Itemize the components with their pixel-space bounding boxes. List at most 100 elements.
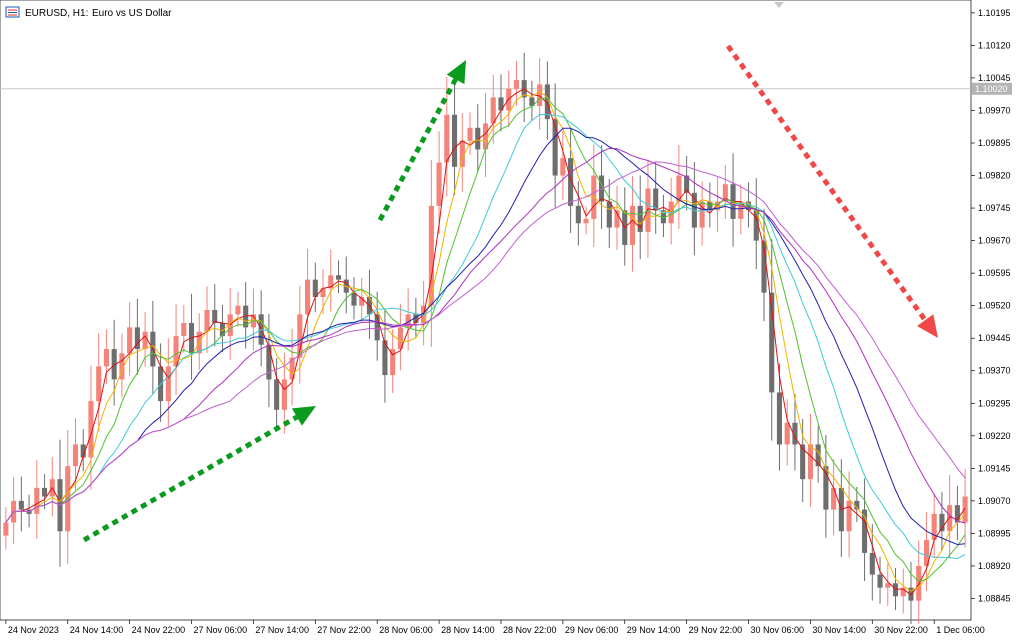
candle[interactable] — [591, 144, 597, 248]
candle[interactable] — [335, 260, 342, 294]
candle[interactable] — [776, 363, 783, 471]
candle[interactable] — [544, 61, 550, 140]
candle[interactable] — [660, 194, 666, 238]
candle[interactable] — [212, 284, 218, 347]
time-tick-label: 24 Nov 2023 — [8, 625, 59, 635]
candle[interactable] — [575, 181, 581, 246]
moving-average-line — [5, 161, 966, 523]
candle[interactable] — [513, 60, 519, 106]
candle[interactable] — [629, 176, 636, 272]
candle[interactable] — [134, 298, 140, 376]
candle[interactable] — [18, 476, 24, 532]
candle[interactable] — [846, 471, 852, 558]
price-tick-label: 1.09745 — [978, 203, 1011, 213]
candle[interactable] — [72, 418, 79, 490]
time-tick-label: 27 Nov 06:00 — [194, 625, 248, 635]
candle[interactable] — [204, 286, 210, 353]
candle[interactable] — [684, 156, 690, 211]
candle[interactable] — [606, 178, 612, 248]
candle[interactable] — [900, 568, 906, 614]
candle[interactable] — [266, 313, 272, 408]
candle[interactable] — [374, 291, 380, 361]
candle[interactable] — [351, 277, 357, 320]
candle[interactable] — [103, 329, 109, 384]
candle[interactable] — [722, 164, 728, 220]
candle[interactable] — [165, 338, 171, 427]
candle[interactable] — [88, 365, 94, 490]
candle[interactable] — [869, 524, 875, 601]
candle[interactable] — [637, 175, 643, 260]
candle[interactable] — [397, 303, 403, 371]
candle[interactable] — [80, 429, 86, 472]
candle[interactable] — [699, 181, 705, 246]
candle[interactable] — [219, 305, 226, 353]
candle[interactable] — [119, 333, 125, 398]
candle[interactable] — [931, 493, 937, 558]
candle[interactable] — [691, 162, 697, 256]
candle[interactable] — [753, 178, 759, 270]
candlestick-series[interactable] — [3, 52, 968, 624]
candle[interactable] — [583, 206, 589, 235]
candle[interactable] — [181, 305, 187, 353]
chart-description: Euro vs US Dollar — [92, 8, 172, 19]
candle[interactable] — [653, 162, 659, 234]
price-axis[interactable]: 1.10195 1.10120 1.10045 1.09970 1.09895 1.098… — [971, 8, 1012, 604]
candle[interactable] — [305, 248, 311, 343]
candle[interactable] — [614, 185, 620, 250]
candle[interactable] — [862, 478, 868, 582]
candle[interactable] — [815, 426, 821, 483]
candle[interactable] — [954, 485, 960, 541]
candle[interactable] — [413, 297, 419, 338]
candle[interactable] — [475, 104, 481, 171]
candle[interactable] — [436, 131, 442, 234]
candle[interactable] — [482, 93, 489, 177]
time-axis[interactable]: 24 Nov 2023 24 Nov 14:00 24 Nov 22:00 27 No… — [5, 620, 985, 635]
candle[interactable] — [459, 113, 465, 192]
candle[interactable] — [41, 473, 48, 510]
candle[interactable] — [738, 184, 744, 235]
time-tick-label: 29 Nov 06:00 — [565, 625, 619, 635]
candle[interactable] — [328, 249, 334, 312]
candle[interactable] — [359, 277, 365, 323]
candle[interactable] — [916, 540, 922, 624]
candle[interactable] — [676, 145, 682, 229]
candle[interactable] — [769, 239, 775, 441]
moving-average-line — [5, 88, 966, 596]
candle[interactable] — [800, 418, 806, 503]
candle[interactable] — [405, 288, 411, 351]
candle[interactable] — [854, 486, 860, 523]
candle[interactable] — [452, 83, 458, 196]
candle[interactable] — [127, 302, 133, 377]
candle[interactable] — [428, 160, 434, 347]
price-tick-label: 1.09520 — [978, 301, 1011, 311]
candle[interactable] — [490, 74, 496, 144]
candle[interactable] — [792, 393, 798, 471]
candle[interactable] — [939, 491, 945, 552]
candle[interactable] — [3, 507, 9, 550]
candle[interactable] — [96, 332, 102, 432]
candle[interactable] — [289, 328, 295, 406]
candle[interactable] — [877, 556, 883, 604]
candle[interactable] — [823, 434, 829, 538]
candle[interactable] — [560, 130, 566, 201]
scroll-marker-icon[interactable] — [774, 2, 784, 8]
price-tick-label: 1.08995 — [978, 528, 1011, 538]
candle[interactable] — [761, 208, 767, 322]
candle[interactable] — [312, 262, 318, 313]
candle[interactable] — [34, 460, 40, 539]
candle[interactable] — [467, 112, 473, 155]
candle[interactable] — [784, 399, 790, 466]
candle[interactable] — [188, 293, 195, 380]
candle[interactable] — [529, 80, 535, 121]
candle[interactable] — [444, 76, 450, 197]
price-tick-label: 1.09595 — [978, 268, 1011, 278]
candle[interactable] — [831, 459, 837, 536]
candle[interactable] — [390, 329, 396, 394]
candle[interactable] — [537, 58, 543, 130]
candle[interactable] — [885, 563, 891, 606]
candle[interactable] — [807, 413, 813, 507]
candle[interactable] — [235, 291, 241, 327]
candle[interactable] — [173, 304, 179, 396]
